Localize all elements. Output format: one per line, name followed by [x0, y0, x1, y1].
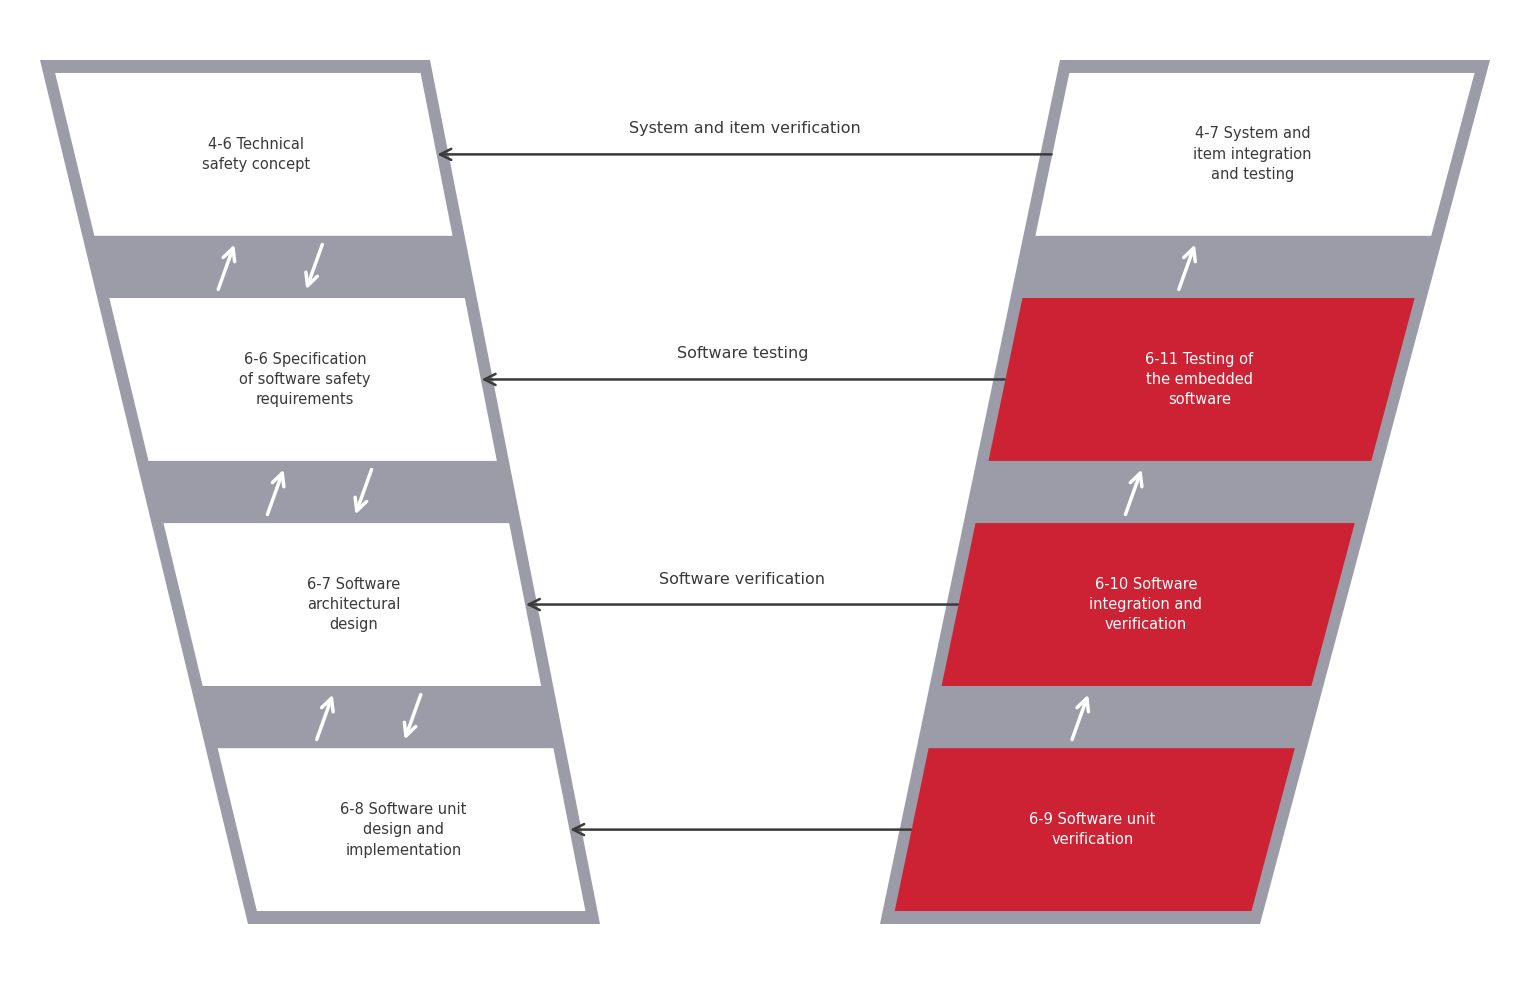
Text: Software testing: Software testing — [677, 346, 809, 361]
Text: 6-11 Testing of
the embedded
software: 6-11 Testing of the embedded software — [1146, 351, 1253, 407]
Text: 6-7 Software
architectural
design: 6-7 Software architectural design — [307, 577, 401, 633]
Text: Software verification: Software verification — [659, 572, 825, 586]
Polygon shape — [218, 748, 585, 911]
Polygon shape — [163, 523, 541, 686]
Polygon shape — [894, 748, 1295, 911]
Polygon shape — [40, 60, 601, 924]
Text: System and item verification: System and item verification — [628, 121, 860, 137]
Polygon shape — [880, 60, 1490, 924]
Text: 6-10 Software
integration and
verification: 6-10 Software integration and verificati… — [1089, 577, 1203, 633]
Text: 6-9 Software unit
verification: 6-9 Software unit verification — [1029, 812, 1155, 847]
Polygon shape — [109, 298, 496, 461]
Polygon shape — [55, 73, 453, 236]
Polygon shape — [989, 298, 1415, 461]
Text: 4-7 System and
item integration
and testing: 4-7 System and item integration and test… — [1193, 127, 1312, 182]
Text: 6-6 Specification
of software safety
requirements: 6-6 Specification of software safety req… — [240, 351, 370, 407]
Text: 4-6 Technical
safety concept: 4-6 Technical safety concept — [201, 137, 310, 172]
Polygon shape — [942, 523, 1355, 686]
Polygon shape — [1035, 73, 1475, 236]
Text: 6-8 Software unit
design and
implementation: 6-8 Software unit design and implementat… — [339, 802, 467, 857]
